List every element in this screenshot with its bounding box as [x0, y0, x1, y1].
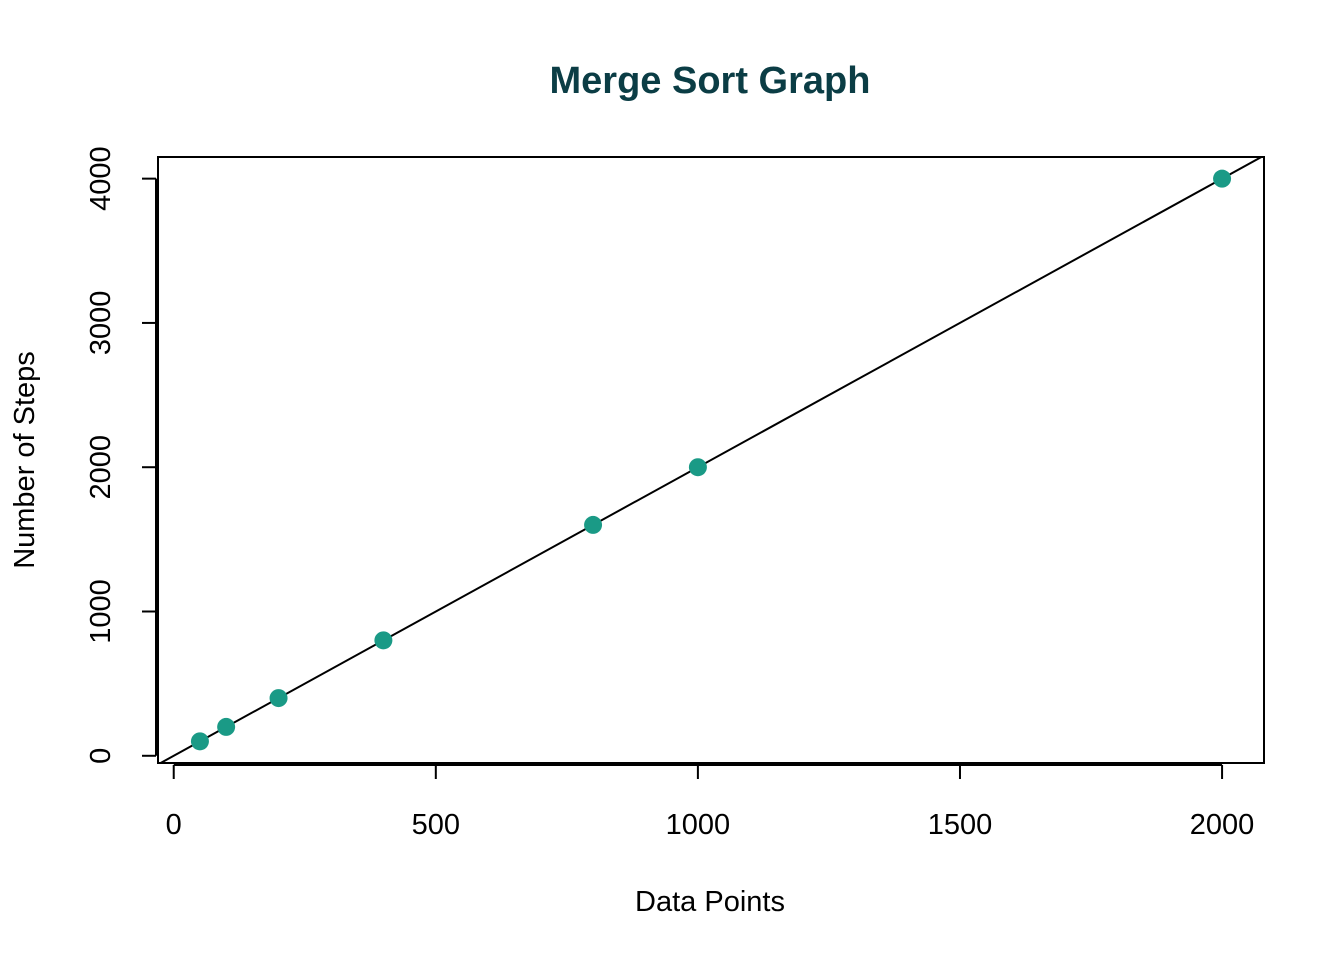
x-tick-label: 500	[412, 809, 460, 841]
x-tick-label: 1500	[928, 809, 993, 841]
data-point	[688, 458, 707, 477]
x-tick-label: 0	[166, 809, 182, 841]
fit-line	[158, 157, 1264, 763]
data-point	[584, 515, 603, 534]
data-point	[190, 732, 209, 751]
y-tick-label: 4000	[85, 146, 117, 211]
y-tick-label: 1000	[85, 579, 117, 644]
data-point	[269, 689, 288, 708]
chart-title: Merge Sort Graph	[550, 60, 871, 102]
plot-frame	[157, 156, 1265, 764]
y-tick-label: 0	[85, 748, 117, 764]
data-point	[217, 717, 236, 736]
data-point	[1213, 169, 1232, 188]
x-tick-label: 1000	[666, 809, 731, 841]
y-tick-label: 3000	[85, 291, 117, 356]
y-axis-label: Number of Steps	[9, 351, 41, 569]
data-point	[374, 631, 393, 650]
plot-area: 0 500 1000 1500 2000 0 1000 2000 3000 4000	[85, 146, 1265, 841]
x-axis-label: Data Points	[635, 886, 785, 918]
y-tick-label: 2000	[85, 435, 117, 500]
x-tick-label: 2000	[1190, 809, 1255, 841]
